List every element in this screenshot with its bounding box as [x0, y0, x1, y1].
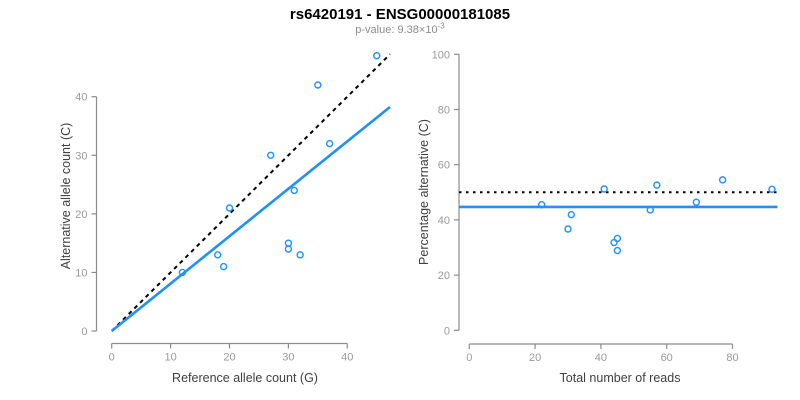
x-axis-title: Reference allele count (G)	[172, 371, 318, 385]
figure-title: rs6420191 - ENSG00000181085	[289, 6, 511, 23]
x-tick-label: 60	[661, 352, 673, 364]
data-point	[613, 234, 622, 243]
identity-line	[110, 53, 391, 332]
x-axis-title: Total number of reads	[560, 371, 681, 385]
x-tick-label: 10	[164, 352, 176, 364]
y-axis-title: Alternative allele count (C)	[59, 123, 73, 270]
data-point	[325, 139, 334, 148]
y-tick-label: 100	[432, 49, 450, 61]
data-point	[178, 268, 187, 277]
y-axis-title: Percentage alternative (C)	[417, 119, 431, 265]
data-point	[653, 181, 661, 189]
x-tick-label: 80	[726, 352, 738, 364]
data-point	[718, 176, 727, 184]
data-point	[267, 151, 275, 159]
data-point	[768, 185, 776, 193]
x-tick-label: 0	[466, 352, 472, 364]
percentage-scatter-panel: 0 20 40 60 80 100 0 20 40 60 80 Total number of rea…	[417, 49, 778, 385]
data-point	[214, 251, 222, 259]
x-tick-label: 20	[223, 352, 235, 364]
pvalue-times-sign: ×	[418, 24, 426, 36]
pvalue-prefix: p-value:	[355, 24, 398, 36]
data-point	[537, 201, 546, 209]
data-point	[219, 262, 228, 271]
x-tick-label: 40	[341, 352, 353, 364]
data-point	[373, 52, 381, 60]
x-tick-label: 0	[109, 352, 115, 364]
y-tick-label: 80	[438, 105, 450, 117]
y-tick-label: 0	[444, 325, 450, 337]
x-tick-label: 30	[282, 352, 294, 364]
x-tick-label: 40	[595, 352, 607, 364]
data-point	[613, 246, 622, 255]
data-point	[567, 210, 575, 219]
data-point	[692, 198, 701, 206]
pvalue-mantissa: 9.38	[397, 24, 419, 36]
data-point	[284, 245, 293, 253]
y-tick-label: 30	[75, 150, 87, 162]
data-point	[225, 204, 234, 212]
y-tick-label: 20	[75, 209, 87, 221]
data-point	[296, 251, 304, 259]
y-tick-label: 40	[438, 215, 450, 227]
y-tick-label: 20	[438, 270, 450, 282]
figure-subtitle: p-value: 9.38×10-3	[0, 21, 800, 36]
data-point	[564, 225, 572, 233]
data-point	[600, 185, 608, 193]
y-tick-label: 40	[75, 92, 87, 104]
data-point	[314, 81, 322, 89]
y-tick-label: 60	[438, 160, 450, 172]
allele-count-scatter-panel: 0 10 20 30 40 0 10 20 30 40 Reference allele count…	[59, 52, 391, 385]
data-point	[290, 186, 298, 195]
pvalue-exponent: -3	[437, 21, 445, 31]
x-tick-label: 20	[529, 352, 541, 364]
y-tick-label: 0	[81, 326, 87, 338]
pvalue-base: 10	[425, 24, 438, 36]
data-point	[646, 206, 654, 214]
y-tick-label: 10	[75, 267, 87, 279]
fit-line	[110, 105, 391, 333]
data-point	[284, 239, 293, 247]
